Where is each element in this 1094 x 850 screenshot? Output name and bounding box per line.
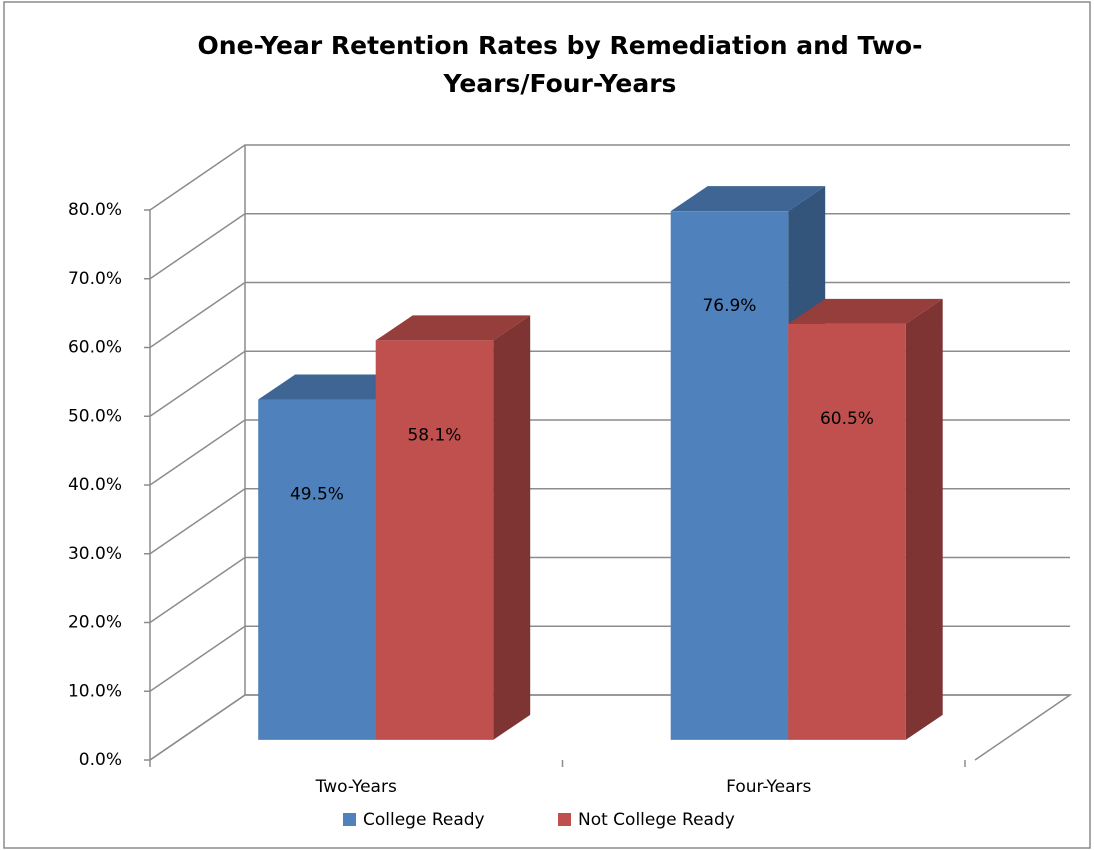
legend-label: Not College Ready <box>578 810 735 830</box>
bar <box>375 340 494 740</box>
bar-top <box>788 298 943 324</box>
chart-title: One-Year Retention Rates by Remediation … <box>198 31 923 60</box>
bar-side <box>493 315 531 740</box>
bar-top <box>670 186 826 212</box>
y-tick-label: 60.0% <box>68 338 122 358</box>
bar <box>788 323 906 740</box>
legend-label: College Ready <box>363 810 485 830</box>
data-label: 49.5% <box>290 485 344 505</box>
y-tick-label: 30.0% <box>68 544 122 564</box>
data-label: 58.1% <box>407 425 461 445</box>
y-tick-label: 20.0% <box>68 613 122 633</box>
y-tick-label: 50.0% <box>68 406 122 426</box>
grid-line <box>149 144 1070 211</box>
bar-side <box>905 298 943 740</box>
bar-top <box>375 315 531 341</box>
y-tick-label: 0.0% <box>79 750 122 770</box>
x-tick-label: Two-Years <box>315 777 397 797</box>
legend-swatch <box>343 813 356 826</box>
chart-title: Years/Four-Years <box>443 69 677 98</box>
bar-top <box>258 374 413 400</box>
y-tick-label: 40.0% <box>68 475 122 495</box>
bar <box>670 211 789 740</box>
y-tick-label: 10.0% <box>68 681 122 701</box>
data-label: 76.9% <box>702 296 756 316</box>
legend-swatch <box>558 813 571 826</box>
y-tick-label: 80.0% <box>68 200 122 220</box>
x-tick-label: Four-Years <box>726 777 811 797</box>
data-label: 60.5% <box>820 409 874 429</box>
bar <box>258 399 376 740</box>
y-tick-label: 70.0% <box>68 269 122 289</box>
